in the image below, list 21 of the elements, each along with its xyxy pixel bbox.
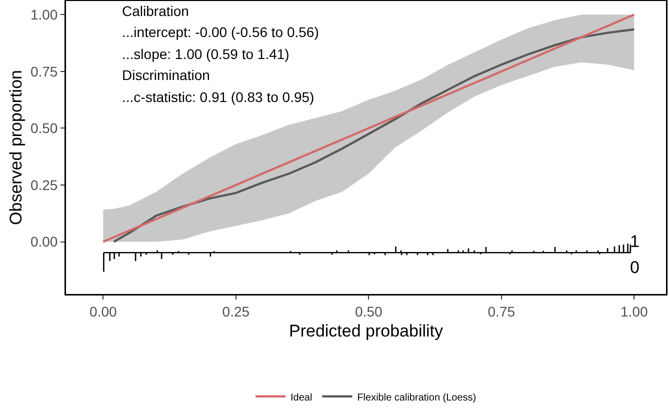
annotation: 0 — [630, 258, 640, 277]
y-tick-label: 1.00 — [30, 6, 58, 23]
y-tick-label: 0.50 — [30, 120, 58, 136]
annotation: Calibration — [122, 3, 189, 19]
y-tick-label: 0.75 — [30, 63, 58, 80]
y-axis-title: Observed proportion — [6, 70, 26, 225]
x-tick-label: 0.50 — [355, 303, 382, 320]
legend-label: Ideal — [290, 392, 312, 404]
annotation: 1 — [630, 232, 640, 251]
annotation: ...slope: 1.00 (0.59 to 1.41) — [122, 46, 290, 62]
annotation: ...intercept: -0.00 (-0.56 to 0.56) — [122, 24, 319, 40]
annotation: ...c-statistic: 0.91 (0.83 to 0.95) — [122, 89, 314, 105]
legend-label: Flexible calibration (Loess) — [357, 392, 476, 404]
x-tick-label: 0.25 — [222, 303, 250, 320]
y-tick-label: 0.25 — [30, 176, 58, 193]
x-tick-label: 0.00 — [90, 303, 118, 320]
x-axis-title: Predicted probability — [288, 321, 444, 340]
annotation: Discrimination — [122, 67, 210, 83]
x-tick-label: 1.00 — [620, 303, 648, 320]
x-tick-label: 0.75 — [488, 303, 516, 320]
y-tick-label: 0.00 — [30, 234, 58, 250]
